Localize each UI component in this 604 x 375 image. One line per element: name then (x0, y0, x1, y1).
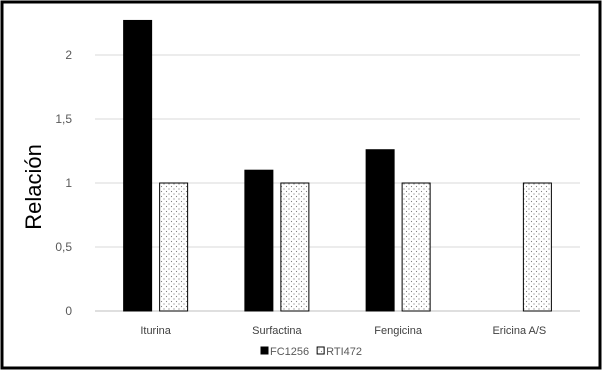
bar-rti472-2 (280, 182, 310, 312)
bar-fc1256-2 (244, 169, 274, 312)
bar-rti472-4 (522, 182, 552, 312)
y-tick-label: 1 (65, 176, 72, 190)
legend-label-rti472: RTI472 (326, 346, 362, 358)
x-category-label: Iturina (140, 325, 171, 337)
bar-rti472-1 (159, 182, 189, 312)
category-labels: Iturina Surfactina Fengicina Ericina A/S (140, 325, 546, 337)
y-tick-label: 0,5 (55, 240, 72, 254)
x-category-label: Surfactina (252, 325, 302, 337)
legend-swatch-rti472 (316, 346, 325, 355)
y-tick-label: 0 (65, 304, 72, 318)
bar-rti472-3 (401, 182, 431, 312)
y-tick-label: 2 (65, 48, 72, 62)
y-axis-ticks: 0 0,5 1 1,5 2 (55, 48, 72, 318)
legend-label-fc1256: FC1256 (270, 346, 309, 358)
bars (123, 19, 552, 312)
legend-swatch-fc1256 (260, 346, 269, 355)
x-category-label: Ericina A/S (492, 325, 546, 337)
bar-fc1256-3 (365, 149, 395, 312)
legend: FC1256 RTI472 (260, 346, 362, 358)
y-tick-label: 1,5 (55, 112, 72, 126)
x-category-label: Fengicina (374, 325, 423, 337)
bar-fc1256-1 (123, 19, 153, 312)
y-axis-label: Relación (21, 144, 46, 230)
